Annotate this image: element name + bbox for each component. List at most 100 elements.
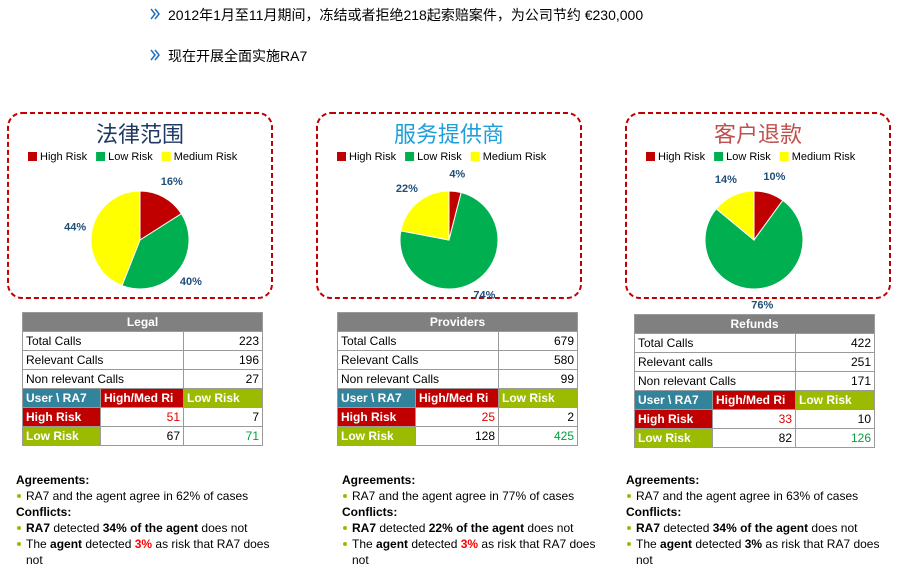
data-label: 76%	[751, 299, 773, 311]
note-text: detected	[82, 537, 135, 551]
section-heading: Agreements:	[342, 473, 416, 487]
data-label: 44%	[64, 222, 86, 234]
table-cell: High Risk	[337, 407, 416, 427]
table-cell: Relevant Calls	[22, 350, 184, 370]
note-text: 3%	[134, 537, 153, 551]
table-cell: Legal	[22, 312, 263, 332]
table-row: Providers	[336, 312, 579, 332]
table-row: Relevant Calls 196	[22, 350, 263, 370]
legend-label: High Risk	[40, 151, 88, 163]
pie-slice	[121, 213, 190, 290]
note-text: RA7	[636, 521, 661, 535]
table-row: Relevant Calls 580	[337, 350, 579, 370]
table-row: User \ RA7 High/Med Ri Low Risk	[22, 388, 263, 408]
table-cell: 25	[415, 407, 499, 427]
legend-label: High Risk	[658, 151, 706, 163]
table-cell: 71	[183, 426, 263, 446]
table-cell: Low Risk	[337, 426, 416, 446]
table-row: Refunds	[633, 314, 876, 334]
note-item: RA7 and the agent agree in 63% of cases	[626, 488, 888, 504]
legend-swatch	[779, 152, 789, 161]
note-item: The agent detected 3% as risk that RA7 d…	[342, 536, 604, 568]
note-text: agent	[660, 537, 693, 551]
table-cell: 27	[183, 369, 263, 389]
table-cell: User \ RA7	[22, 388, 101, 408]
data-label: 14%	[715, 174, 737, 186]
table-cell: Relevant calls	[634, 352, 796, 372]
bullet-dot	[627, 542, 631, 546]
legend-swatch	[337, 152, 346, 161]
note-item: The agent detected 3% as risk that RA7 d…	[626, 536, 888, 568]
bullet-dot	[627, 526, 631, 530]
table-cell: High/Med Ri	[100, 388, 184, 408]
note-text: detected	[660, 521, 713, 535]
legend-swatch	[161, 152, 171, 161]
table-cell: 425	[497, 426, 579, 446]
note-text: detected	[692, 537, 745, 551]
bullet-text: 2012年1月至11月期间，冻结或者拒绝218起索赔案件，为公司节约 €230,…	[168, 7, 644, 23]
table-row: Relevant calls 251	[634, 352, 876, 372]
note-text: detected	[50, 521, 103, 535]
data-label: 74%	[473, 290, 495, 302]
table-row: High Risk 51 7	[22, 407, 263, 427]
pie-slice	[90, 190, 141, 287]
legend-swatch	[405, 152, 415, 161]
bullet-dot	[627, 494, 631, 498]
note-text: detected	[408, 537, 461, 551]
note-text: RA7 and the agent agree in 62% of cases	[26, 489, 249, 503]
table-cell: Low Risk	[183, 388, 263, 408]
table-cell: Non relevant Calls	[337, 369, 499, 389]
legend-swatch	[646, 152, 655, 161]
legend-label: Low Risk	[108, 151, 153, 163]
table-cell: Total Calls	[634, 333, 796, 353]
note-item: RA7 detected 34% of the agent does not	[626, 520, 888, 536]
section-heading: Conflicts:	[342, 505, 398, 519]
pie-slice	[399, 191, 499, 290]
legend-swatch	[28, 152, 37, 161]
table-cell: Low Risk	[794, 390, 876, 410]
note-text: 34% of the agent	[102, 521, 199, 535]
note-text: does not	[198, 521, 248, 535]
data-label: 10%	[763, 171, 785, 183]
note-item: RA7 detected 22% of the agent does not	[342, 520, 604, 536]
table-cell: Non relevant Calls	[22, 369, 184, 389]
table-cell: High Risk	[22, 407, 101, 427]
bullet-dot	[17, 526, 21, 530]
bullet-dot	[343, 526, 347, 530]
data-label: 16%	[161, 176, 183, 188]
note-text: agent	[50, 537, 83, 551]
note-text: 34% of the agent	[712, 521, 809, 535]
table-row: Total Calls 679	[337, 331, 579, 351]
table-row: Non relevant Calls 171	[634, 371, 876, 391]
note-item: The agent detected 3% as risk that RA7 d…	[16, 536, 278, 568]
table-cell: User \ RA7	[337, 388, 416, 408]
legend-label: Low Risk	[417, 151, 462, 163]
note-item: RA7 detected 34% of the agent does not	[16, 520, 278, 536]
bullet-dot	[17, 542, 21, 546]
bullet-dot	[17, 494, 21, 498]
pie-slice	[400, 190, 450, 241]
note-text: The	[352, 537, 377, 551]
section-heading: Conflicts:	[626, 505, 682, 519]
chart-title: 法律范围	[96, 122, 184, 147]
data-label: 40%	[180, 276, 202, 288]
table-cell: 10	[794, 409, 876, 429]
note-text: does not	[524, 521, 574, 535]
table-cell: High Risk	[634, 409, 713, 429]
table-cell: 51	[100, 407, 184, 427]
table-cell: High/Med Ri	[712, 390, 796, 410]
note-text: does not	[808, 521, 858, 535]
table-row: User \ RA7 High/Med Ri Low Risk	[634, 390, 876, 410]
table-cell: 7	[183, 407, 263, 427]
bullet-dot	[343, 494, 347, 498]
note-text: as risk that RA7 does not	[636, 537, 880, 567]
table-cell: 679	[497, 331, 579, 351]
note-text: 22% of the agent	[428, 521, 525, 535]
notes: Agreements: RA7 and the agent agree in 62…	[16, 472, 278, 568]
chart-title: 客户退款	[714, 122, 802, 147]
panel-frame	[7, 112, 273, 299]
data-table: Providers Total Calls 679 Relevant Calls 580…	[336, 312, 579, 446]
legend-label: Medium Risk	[792, 151, 856, 163]
table-cell: Total Calls	[22, 331, 184, 351]
table-cell: Low Risk	[634, 428, 713, 448]
